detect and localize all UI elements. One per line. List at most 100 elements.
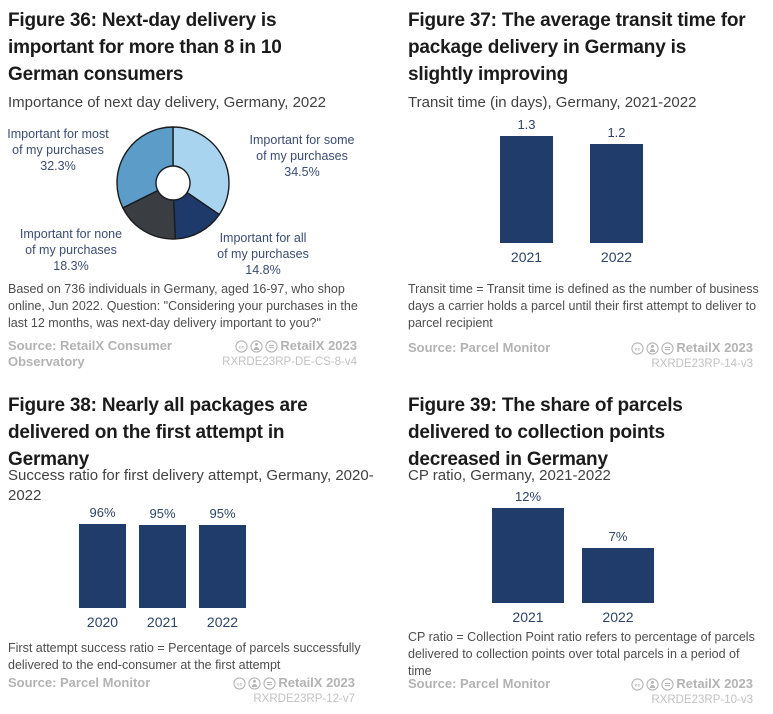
by-icon [646,678,660,691]
figure-36-title: Figure 36: Next-day delivery is importan… [8,7,282,88]
by-icon [646,342,660,355]
donut [115,126,230,240]
cc-icon: cc [631,678,645,691]
source-label: Source: Parcel Monitor [408,340,551,355]
bar-category-label: 2022 [602,609,634,625]
bar-2020 [79,524,126,608]
figure-38: Figure 38: Nearly all packages are deliv… [0,386,386,714]
source-label: Source: Parcel Monitor [8,675,151,690]
bar-2021 [492,508,564,603]
donut-slice-label: Important for most of my purchases 32.3% [7,127,109,173]
cc-icon: cc [233,677,247,690]
credit-label: RetailX 2023 [676,340,753,355]
figure-36: Figure 36: Next-day delivery is importan… [0,0,386,386]
figure-code: RXRDE23RP-12-v7 [253,693,355,705]
title-line: delivered to collection points [408,422,665,443]
bar-value-label: 1.3 [517,117,536,132]
figure-38-caption: First attempt success ratio = Percentage… [8,641,361,672]
figure-37-caption: Transit time = Transit time is defined a… [408,282,759,330]
figure-39: Figure 39: The share of parcels delivere… [386,386,773,714]
bar-2021 [500,136,553,243]
svg-text:cc: cc [239,345,245,350]
by-icon [248,677,262,690]
figure-38-title: Figure 38: Nearly all packages are deliv… [8,392,308,473]
figure-code: RXRDE23RP-10-v3 [651,694,753,706]
figure-39-subtitle: CP ratio, Germany, 2021-2022 [408,467,611,484]
cc-icon: cc [235,340,249,353]
nd-icon [263,677,277,690]
credit-block: cc RetailX 2023 RXRDE23RP-DE-CS-8-v4 [222,338,357,368]
nd-icon [661,678,675,691]
license-credit: cc RetailX 2023 [233,675,355,691]
figure-38-source-row: Source: Parcel Monitor cc RetailX 2023 R… [8,675,355,705]
svg-text:cc: cc [237,682,243,687]
title-line: Germany [8,449,89,470]
figure-37-bar-chart: 1.3 2021 1.2 2022 [386,0,773,386]
credit-block: cc RetailX 2023 RXRDE23RP-10-v3 [631,676,753,706]
title-line: Figure 36: Next-day delivery is [8,10,277,31]
figure-38-bar-chart: 96% 2020 95% 2021 95% 2022 [0,386,386,714]
figure-36-caption: Based on 736 individuals in Germany, age… [8,282,358,330]
figure-37: Figure 37: The average transit time for … [386,0,773,386]
title-line: German consumers [8,64,184,85]
title-line: slightly improving [408,64,569,85]
bar-2022 [590,144,643,243]
credit-block: cc RetailX 2023 RXRDE23RP-14-v3 [631,340,753,370]
by-icon [250,340,264,353]
figure-38-subtitle: Success ratio for first delivery attempt… [8,467,374,504]
bar-2021 [139,525,186,608]
figure-36-subtitle: Importance of next day delivery, Germany… [8,94,326,111]
figure-36-donut-chart: Important for some of my purchases 34.5%… [0,0,386,386]
title-line: Figure 39: The share of parcels [408,395,683,416]
license-credit: cc RetailX 2023 [222,338,357,354]
bar-category-label: 2022 [206,614,239,630]
bar-category-label: 2020 [86,614,119,630]
bar-value-label: 96% [89,505,116,520]
figure-39-title: Figure 39: The share of parcels delivere… [408,392,683,473]
title-line: Figure 37: The average transit time for [408,10,746,31]
credit-label: RetailX 2023 [278,675,355,690]
svg-text:cc: cc [635,683,641,688]
credit-label: RetailX 2023 [676,676,753,691]
bar-category-label: 2021 [512,609,544,625]
figure-37-title: Figure 37: The average transit time for … [408,7,746,88]
figure-36-source-row: Source: RetailX Consumer Observatory cc … [8,338,357,370]
figure-code: RXRDE23RP-14-v3 [651,358,753,370]
nd-icon [265,340,279,353]
donut-slice-label: Important for none of my purchases 18.3% [19,227,123,273]
donut-slice-0 [171,126,230,216]
credit-label: RetailX 2023 [280,338,357,353]
figure-39-bar-chart: 12% 2021 7% 2022 [386,386,773,714]
source-label: Source: Parcel Monitor [408,676,551,691]
cc-icon: cc [631,342,645,355]
svg-text:cc: cc [635,347,641,352]
title-line: decreased in Germany [408,449,608,470]
nd-icon [661,342,675,355]
license-credit: cc RetailX 2023 [631,676,753,692]
source-label: Source: RetailX Consumer Observatory [8,338,172,369]
donut-slice-3 [115,126,174,209]
donut-slice-label: Important for some of my purchases 34.5% [249,133,355,179]
bar-2022 [582,548,654,603]
bar-category-label: 2021 [146,614,179,630]
license-credit: cc RetailX 2023 [631,340,753,356]
donut-slice-2 [121,189,176,240]
bar-category-label: 2022 [600,249,633,265]
bar-value-label: 12% [514,489,542,504]
bar-2022 [199,525,246,608]
credit-block: cc RetailX 2023 RXRDE23RP-12-v7 [233,675,355,705]
donut-slice-label: Important for all of my purchases 14.8% [217,231,309,277]
title-line: package delivery in Germany is [408,37,687,58]
title-line: important for more than 8 in 10 [8,37,282,58]
figure-37-subtitle: Transit time (in days), Germany, 2021-20… [408,94,697,111]
bar-value-label: 95% [209,506,236,521]
figure-code: RXRDE23RP-DE-CS-8-v4 [222,356,357,368]
figure-39-caption: CP ratio = Collection Point ratio refers… [408,630,755,678]
title-line: Figure 38: Nearly all packages are [8,395,308,416]
figure-37-source-row: Source: Parcel Monitor cc RetailX 2023 R… [408,340,753,370]
bar-value-label: 1.2 [607,125,626,140]
bar-value-label: 7% [608,529,628,544]
bar-value-label: 95% [149,506,176,521]
figure-39-source-row: Source: Parcel Monitor cc RetailX 2023 R… [408,676,753,706]
